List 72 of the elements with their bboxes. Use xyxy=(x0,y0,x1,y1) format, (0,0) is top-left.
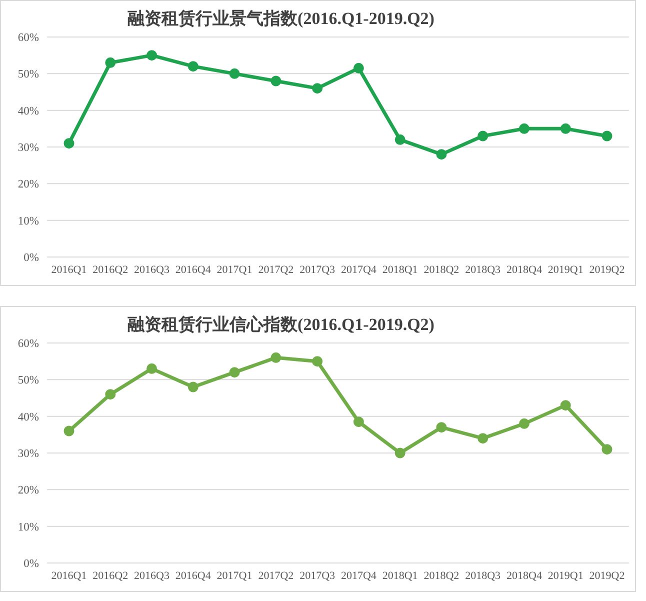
point xyxy=(518,123,530,134)
point xyxy=(478,433,488,444)
y-tick-label: 40% xyxy=(18,411,40,424)
x-tick-label: 2016Q1 xyxy=(51,264,87,276)
x-tick-label: 2017Q1 xyxy=(216,264,252,276)
x-tick-label: 2018Q2 xyxy=(424,570,460,582)
x-tick-label: 2018Q1 xyxy=(382,570,418,582)
point xyxy=(188,382,198,392)
point xyxy=(436,149,447,160)
x-tick-label: 2017Q2 xyxy=(258,264,294,276)
point xyxy=(602,130,612,142)
chart-title: 融资租赁行业信心指数(2016.Q1-2019.Q2) xyxy=(126,314,436,336)
point xyxy=(478,130,488,142)
y-tick-label: 50% xyxy=(18,374,40,387)
point xyxy=(188,61,198,72)
point xyxy=(560,123,571,134)
x-tick-label: 2016Q1 xyxy=(51,570,87,582)
point xyxy=(394,134,406,145)
chart-title: 融资租赁行业景气指数(2016.Q1-2019.Q2) xyxy=(126,8,436,30)
x-tick-label: 2016Q4 xyxy=(175,570,212,582)
point xyxy=(518,418,530,429)
x-tick-label: 2016Q3 xyxy=(134,570,170,582)
point xyxy=(602,444,612,455)
x-tick-label: 2018Q2 xyxy=(424,264,460,276)
x-tick-label: 2016Q4 xyxy=(175,264,212,276)
y-tick-label: 60% xyxy=(18,32,40,44)
point xyxy=(64,426,74,436)
x-tick-label: 2016Q2 xyxy=(92,264,128,276)
x-tick-label: 2019Q1 xyxy=(548,264,584,276)
y-tick-label: 40% xyxy=(18,105,40,118)
y-tick-label: 0% xyxy=(24,252,40,264)
x-tick-label: 2017Q2 xyxy=(258,570,294,582)
y-tick-label: 20% xyxy=(18,178,40,191)
point xyxy=(394,448,406,458)
x-tick-label: 2019Q2 xyxy=(589,570,625,582)
point xyxy=(270,352,282,363)
x-tick-label: 2018Q4 xyxy=(506,264,542,276)
point xyxy=(105,389,116,400)
x-tick-label: 2019Q1 xyxy=(548,570,584,582)
x-tick-label: 2017Q1 xyxy=(216,570,252,582)
y-tick-label: 10% xyxy=(18,521,40,534)
x-tick-label: 2019Q2 xyxy=(589,264,625,276)
point xyxy=(146,363,158,374)
point xyxy=(105,57,116,68)
x-tick-label: 2017Q4 xyxy=(340,570,377,582)
point xyxy=(560,400,571,411)
x-tick-label: 2018Q4 xyxy=(506,570,542,582)
x-tick-label: 2018Q3 xyxy=(465,264,502,276)
y-tick-label: 50% xyxy=(18,68,40,81)
point xyxy=(312,356,323,367)
point xyxy=(146,50,158,61)
point xyxy=(436,422,447,433)
x-tick-label: 2016Q3 xyxy=(134,264,170,276)
point xyxy=(229,68,240,79)
x-tick-label: 2017Q4 xyxy=(340,264,377,276)
y-tick-label: 10% xyxy=(18,215,40,228)
point xyxy=(353,416,364,428)
point xyxy=(353,62,364,74)
point xyxy=(270,76,282,86)
x-tick-label: 2018Q1 xyxy=(382,264,418,276)
x-tick-label: 2018Q3 xyxy=(465,570,502,582)
point xyxy=(312,83,323,94)
point xyxy=(229,367,240,378)
y-tick-label: 60% xyxy=(18,338,40,350)
y-tick-label: 30% xyxy=(18,142,40,154)
x-tick-label: 2017Q3 xyxy=(300,570,336,582)
x-tick-label: 2017Q3 xyxy=(300,264,336,276)
y-tick-label: 30% xyxy=(18,448,40,460)
point xyxy=(64,138,74,149)
y-tick-label: 20% xyxy=(18,484,40,497)
y-tick-label: 0% xyxy=(24,558,40,570)
x-tick-label: 2016Q2 xyxy=(92,570,128,582)
